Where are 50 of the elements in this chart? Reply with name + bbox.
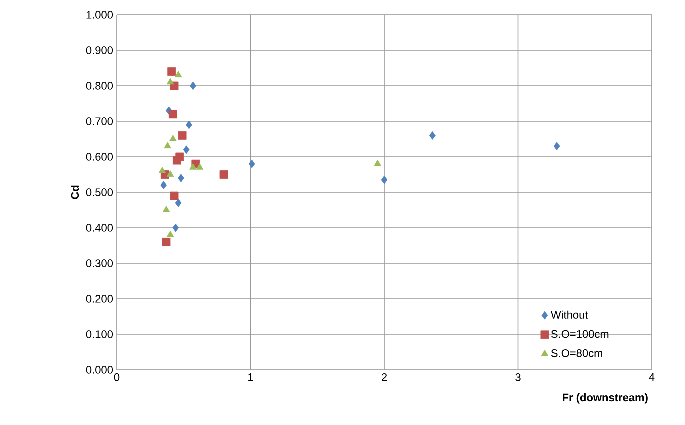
y-tick-label: 0.800 <box>86 82 114 90</box>
legend-label: Without <box>551 310 588 319</box>
y-tick-label: 0.200 <box>86 295 114 303</box>
point <box>186 120 192 130</box>
legend-label: S.O=100cm <box>551 330 609 338</box>
point <box>170 135 177 142</box>
point <box>172 156 182 165</box>
y-tick-label: 0.900 <box>86 46 114 54</box>
y-tick-label: 0.100 <box>86 330 114 338</box>
point <box>168 68 176 76</box>
x-tick-label: 4 <box>649 374 655 382</box>
y-tick-label: 0.300 <box>86 260 114 268</box>
point <box>183 146 190 154</box>
point <box>196 163 204 170</box>
point <box>170 192 179 200</box>
point <box>178 174 184 182</box>
x-tick-label: 2 <box>382 374 388 382</box>
y-tick-label: 0.500 <box>86 188 114 196</box>
point <box>158 166 166 174</box>
point <box>166 78 174 85</box>
point <box>374 160 382 166</box>
x-axis-title: Fr (downstream) <box>563 394 648 404</box>
point <box>166 170 174 177</box>
point <box>162 238 171 246</box>
x-tick-label: 1 <box>248 374 254 382</box>
point <box>174 71 182 78</box>
point <box>168 110 178 119</box>
point <box>220 170 228 179</box>
point <box>554 142 560 151</box>
y-tick-label: 0.600 <box>86 153 114 161</box>
point <box>160 181 168 190</box>
y-axis-title: Cd <box>71 186 80 200</box>
y-tick-label: 1.000 <box>86 11 114 19</box>
y-tick-label: 0.400 <box>86 224 114 232</box>
point <box>166 230 174 238</box>
point <box>162 206 170 212</box>
y-tick-label: 0.000 <box>86 366 114 374</box>
x-tick-label: 3 <box>516 374 521 382</box>
y-tick-label: 0.700 <box>86 118 114 126</box>
point <box>190 163 197 170</box>
legend-label: S.O=80cm <box>551 350 602 358</box>
point <box>381 176 388 184</box>
point <box>178 131 187 140</box>
point <box>248 160 256 168</box>
point <box>172 224 180 232</box>
point <box>175 198 182 208</box>
point <box>164 142 172 149</box>
x-tick-label: 0 <box>114 374 120 382</box>
point <box>190 82 196 90</box>
point <box>429 131 436 140</box>
